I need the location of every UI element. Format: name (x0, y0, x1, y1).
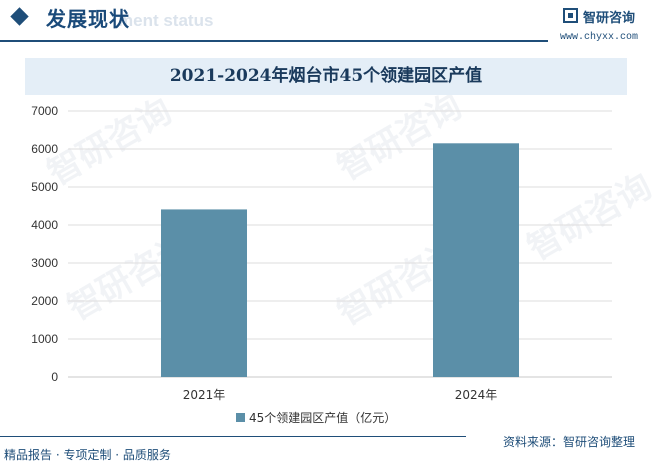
legend: 45个领建园区产值（亿元） (236, 410, 396, 425)
y-tick-label: 6000 (31, 142, 58, 156)
chart-title: 2021-2024年烟台市45个领建园区产值 (169, 66, 483, 86)
bar (433, 143, 519, 377)
y-tick-label: 7000 (31, 104, 58, 118)
header-divider (0, 40, 548, 42)
legend-label: 45个领建园区产值（亿元） (249, 410, 396, 425)
bar (161, 209, 247, 377)
y-tick-label: 4000 (31, 218, 58, 232)
brand-url: www.chyxx.com (560, 32, 639, 43)
y-tick-label: 0 (51, 370, 58, 384)
brand-logo-icon (563, 8, 578, 23)
x-axis-ticks: 2021年 2024年 (183, 388, 498, 402)
bars (161, 143, 519, 377)
y-tick-label: 2000 (31, 294, 58, 308)
y-tick-label: 3000 (31, 256, 58, 270)
section-subtitle: ment status (118, 11, 214, 30)
header: ment status 发展现状 智研咨询 www.chyxx.com (0, 0, 657, 45)
footer-slogan: 精品报告 · 专项定制 · 品质服务 (4, 448, 171, 462)
y-axis-ticks: 0 1000 2000 3000 4000 5000 6000 7000 (31, 104, 58, 384)
brand-name: 智研咨询 (583, 11, 636, 26)
x-tick-label: 2024年 (455, 388, 498, 402)
section-title: 发展现状 (46, 7, 130, 31)
footer-divider (0, 436, 466, 437)
legend-swatch (236, 413, 245, 422)
y-tick-label: 1000 (31, 332, 58, 346)
x-tick-label: 2021年 (183, 388, 226, 402)
source-note: 资料来源：智研咨询整理 (503, 435, 636, 449)
chart-title-bar: 2021-2024年烟台市45个领建园区产值 (25, 58, 627, 95)
chart-grid (68, 110, 612, 378)
y-tick-label: 5000 (31, 180, 58, 194)
